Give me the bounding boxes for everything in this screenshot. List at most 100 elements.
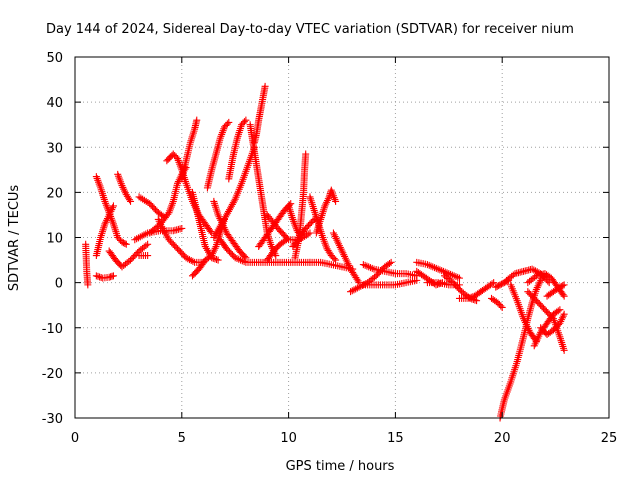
data-point: [189, 257, 197, 265]
data-point: [125, 196, 133, 204]
data-point: [452, 273, 460, 281]
data-point: [127, 197, 135, 205]
data-point: [454, 273, 462, 281]
series-pass-40: [455, 288, 485, 302]
data-point: [144, 252, 152, 260]
data-point: [109, 202, 117, 210]
data-point: [240, 118, 248, 126]
data-point: [281, 237, 289, 245]
series-pass-29: [312, 186, 340, 237]
data-point: [368, 264, 376, 272]
data-point: [223, 211, 231, 219]
series-pass-28: [306, 193, 340, 264]
data-point: [560, 292, 568, 300]
data-point: [302, 150, 310, 158]
data-point: [497, 302, 505, 310]
data-point: [447, 270, 455, 278]
data-point: [238, 257, 246, 265]
data-point: [560, 346, 568, 354]
data-point: [96, 273, 104, 281]
data-point: [556, 306, 564, 314]
data-point: [84, 281, 92, 289]
data-point: [490, 279, 498, 287]
data-point: [229, 199, 237, 207]
y-tick-label: -30: [42, 412, 63, 427]
series-pass-03: [92, 272, 117, 282]
data-point: [439, 267, 447, 275]
data-point: [231, 254, 239, 262]
data-point: [224, 209, 232, 217]
data-point: [366, 264, 374, 272]
data-point: [467, 293, 475, 301]
y-tick-label: 20: [46, 186, 63, 201]
x-tick-label: 15: [387, 431, 404, 446]
data-point: [427, 262, 435, 270]
data-point: [207, 227, 215, 235]
data-point: [423, 261, 431, 269]
data-point: [225, 118, 233, 126]
series-pass-25: [263, 236, 290, 264]
data-point: [227, 202, 235, 210]
data-point: [560, 281, 568, 289]
data-point: [94, 272, 102, 280]
series-pass-04: [92, 202, 117, 260]
data-point: [448, 271, 456, 279]
data-point: [559, 282, 567, 290]
series-pass-09: [135, 193, 169, 221]
series-pass-05: [114, 170, 135, 205]
series-pass-35: [359, 276, 421, 289]
series-pass-19: [225, 116, 250, 183]
data-point: [211, 255, 219, 263]
y-tick-label: 10: [46, 232, 63, 247]
y-tick-label: 40: [46, 96, 63, 111]
y-axis-label: SDTVAR / TECUs: [7, 185, 22, 292]
data-point: [413, 276, 421, 284]
data-point: [560, 310, 568, 318]
series-pass-32: [329, 229, 363, 287]
data-point: [228, 200, 236, 208]
data-point: [559, 291, 567, 299]
data-point: [310, 215, 318, 223]
data-point: [361, 261, 369, 269]
data-point: [425, 261, 433, 269]
series-pass-18: [210, 143, 258, 241]
data-point: [109, 272, 117, 280]
data-point: [429, 263, 437, 271]
y-tick-label: -10: [42, 322, 63, 337]
data-point: [237, 256, 245, 264]
chart-title: Day 144 of 2024, Sidereal Day-to-day VTE…: [46, 22, 574, 37]
data-point: [226, 206, 234, 214]
x-tick-label: 20: [494, 431, 511, 446]
data-point: [455, 274, 463, 282]
data-point: [142, 197, 150, 205]
y-axis-ticks: -30 -20 -10 0 10 20 30 40 50: [42, 51, 609, 427]
x-tick-label: 10: [280, 431, 297, 446]
data-point: [122, 240, 130, 248]
series-pass-41: [477, 279, 498, 296]
data-point: [363, 262, 371, 270]
data-point: [488, 280, 496, 288]
y-tick-label: 30: [46, 141, 63, 156]
data-point: [233, 255, 241, 263]
data-point: [309, 217, 317, 225]
data-point: [193, 116, 201, 124]
grid-lines: [75, 57, 609, 418]
data-point: [306, 229, 314, 237]
data-point: [387, 258, 395, 266]
series-pass-14: [188, 188, 222, 264]
series-pass-01: [82, 240, 92, 289]
series-pass-49: [537, 310, 568, 339]
data-point: [434, 265, 442, 273]
data-point: [282, 236, 290, 244]
data-point: [432, 264, 440, 272]
series-pass-44: [496, 272, 549, 422]
data-point: [445, 270, 453, 278]
data-point: [438, 267, 446, 275]
series-pass-06: [105, 240, 152, 271]
series-pass-37: [413, 258, 463, 282]
data-point: [135, 193, 143, 201]
data-point: [359, 261, 367, 269]
data-point: [304, 230, 312, 238]
data-point: [178, 224, 186, 232]
data-point: [498, 303, 506, 311]
